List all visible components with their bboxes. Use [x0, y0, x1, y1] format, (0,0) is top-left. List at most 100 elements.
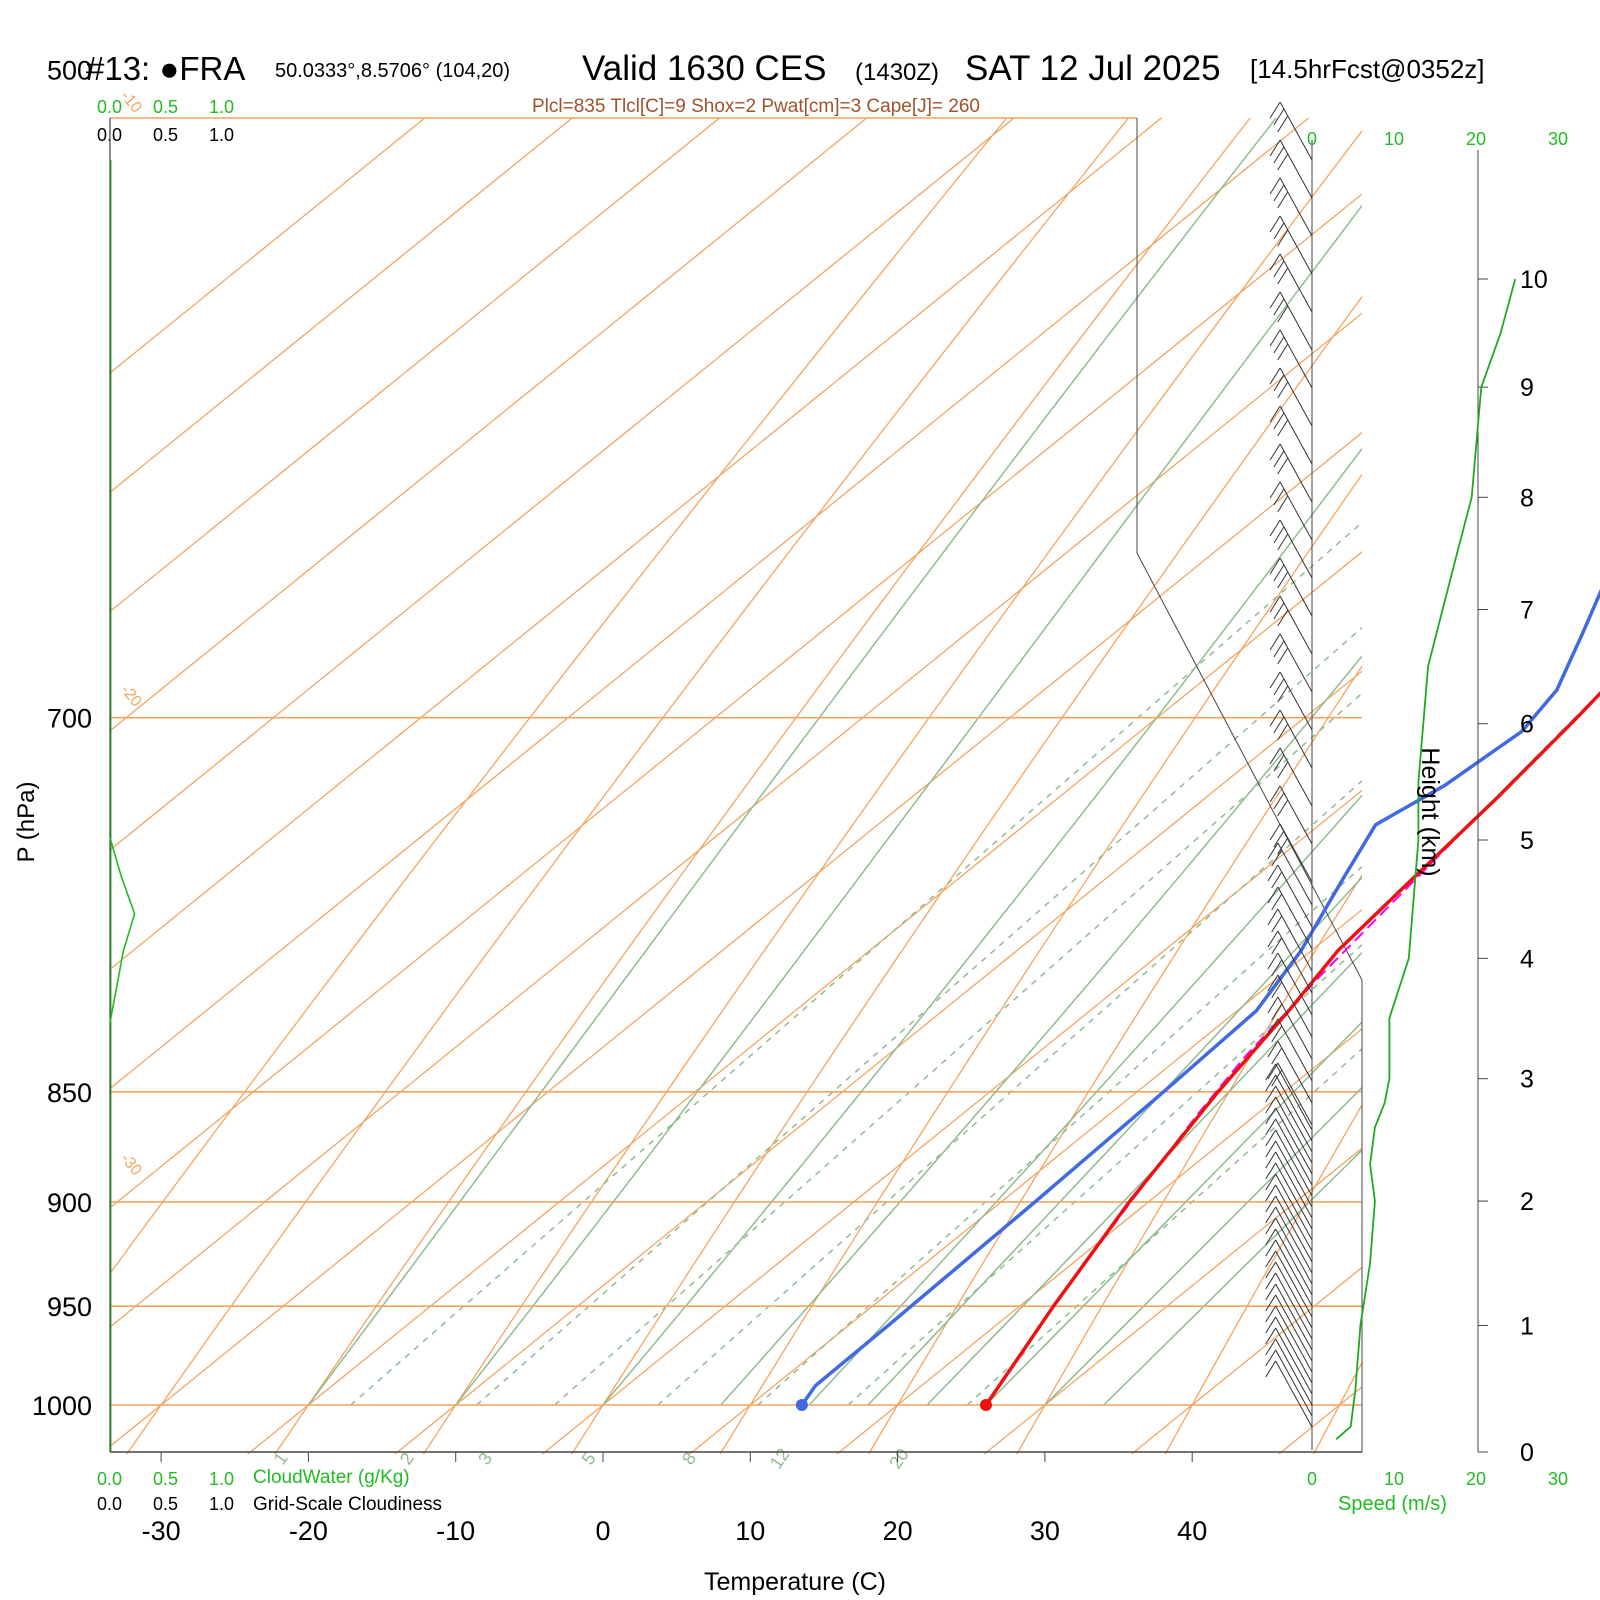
- cloud-bot-black-2: 1.0: [209, 1494, 234, 1514]
- zulu-label: (1430Z): [855, 59, 939, 86]
- barb-flag: [1265, 1085, 1277, 1103]
- barb-flag: [1269, 253, 1281, 271]
- cloudiness-label: Grid-Scale Cloudiness: [253, 1494, 442, 1515]
- barb-flag: [1271, 849, 1283, 867]
- temperature-profile: [984, 691, 1600, 1406]
- barb-flag: [1273, 678, 1285, 696]
- barb-flag: [1265, 1096, 1277, 1114]
- barb-staff: [1277, 952, 1313, 1016]
- barb-flag: [1273, 640, 1285, 658]
- barb-flag: [1265, 1184, 1277, 1202]
- barb-flag: [1269, 443, 1281, 461]
- barb-flag: [1267, 1040, 1279, 1058]
- dry-adiabat-line: [571, 295, 1362, 1454]
- coords-label: 50.0333°,8.5706° (104,20): [275, 60, 510, 82]
- height-tick-label: 7: [1520, 596, 1534, 624]
- isotherm-line: [110, 118, 868, 732]
- barb-staff: [1275, 1162, 1313, 1230]
- y-tick-label: 700: [47, 704, 92, 734]
- barb-staff: [1275, 1096, 1313, 1164]
- barb-flag: [1277, 343, 1289, 361]
- barb-flag: [1277, 609, 1289, 627]
- barb-flag: [1267, 930, 1279, 948]
- barb-staff: [1279, 557, 1313, 617]
- barb-flag: [1277, 305, 1289, 323]
- barb-flag: [1277, 799, 1289, 817]
- barb-staff: [1279, 747, 1313, 807]
- barb-staff: [1275, 1129, 1313, 1197]
- barb-flag: [1277, 419, 1289, 437]
- speed-tick-top: 20: [1466, 129, 1486, 149]
- height-tick-label: 4: [1520, 945, 1534, 973]
- dry-adiabat-line: [1016, 873, 1362, 1454]
- barb-staff: [1279, 329, 1313, 389]
- moist-adiabat-line: [926, 951, 1362, 1406]
- barb-staff: [1275, 1250, 1313, 1318]
- barb-flag: [1265, 1151, 1277, 1169]
- mixing-ratio-line: [657, 779, 1362, 1406]
- mixing-ratio-label: 12: [766, 1445, 794, 1473]
- cloud-top-black-2: 1.0: [209, 125, 234, 145]
- barb-staff: [1277, 974, 1313, 1038]
- barb-staff: [1275, 1349, 1313, 1417]
- y-tick-label: 1000: [32, 1391, 92, 1421]
- barb-flag: [1265, 1239, 1277, 1257]
- isotherm-line: [110, 118, 1163, 971]
- barb-flag: [1265, 1118, 1277, 1136]
- barb-flag: [1267, 908, 1279, 926]
- barb-staff: [1275, 1305, 1313, 1373]
- barb-staff: [1275, 1239, 1313, 1307]
- barb-flag: [1273, 830, 1285, 848]
- barb-flag: [1265, 1250, 1277, 1268]
- barb-flag: [1271, 959, 1283, 977]
- barb-flag: [1277, 191, 1289, 209]
- dewpoint-profile: [800, 588, 1600, 1407]
- barb-flag: [1265, 1195, 1277, 1213]
- barb-flag: [1269, 671, 1281, 689]
- height-tick-label: 2: [1520, 1188, 1534, 1216]
- mixing-ratio-line: [847, 943, 1362, 1406]
- barb-flag: [1271, 1025, 1283, 1043]
- isotherm-line: [110, 193, 1362, 1209]
- barb-flag: [1269, 709, 1281, 727]
- dewpoint-surface-marker: [795, 1399, 808, 1411]
- barb-staff: [1279, 481, 1313, 541]
- moist-adiabat-line: [808, 794, 1362, 1406]
- barb-flag: [1265, 1360, 1277, 1378]
- barb-flag: [1269, 101, 1281, 119]
- barb-flag: [1277, 267, 1289, 285]
- barb-flag: [1267, 974, 1279, 992]
- barb-flag: [1273, 754, 1285, 772]
- moist-adiabat-line: [307, 118, 1277, 1406]
- barb-staff: [1279, 595, 1313, 655]
- barb-flag: [1267, 1018, 1279, 1036]
- barb-flag: [1265, 1294, 1277, 1312]
- barb-staff: [1275, 1228, 1313, 1296]
- barb-flag: [1277, 533, 1289, 551]
- barb-staff: [1277, 908, 1313, 972]
- cloud-top-green-0: 0.0: [97, 97, 122, 117]
- barb-staff: [1279, 139, 1313, 199]
- cloud-bot-green-0: 0.0: [97, 1469, 122, 1489]
- barb-flag: [1265, 1327, 1277, 1345]
- barb-flag: [1271, 893, 1283, 911]
- barb-flag: [1271, 981, 1283, 999]
- speed-tick-bottom: 20: [1466, 1469, 1486, 1489]
- barb-flag: [1265, 1206, 1277, 1224]
- dry-adiabat-line: [125, 118, 1130, 1454]
- date-label: SAT 12 Jul 2025: [965, 49, 1221, 88]
- height-tick-label: 1: [1520, 1313, 1534, 1341]
- x-tick-label: -10: [436, 1516, 475, 1546]
- barb-flag: [1269, 139, 1281, 157]
- barb-flag: [1273, 336, 1285, 354]
- height-tick-label: 5: [1520, 827, 1534, 855]
- barb-flag: [1271, 1047, 1283, 1065]
- barb-flag: [1269, 823, 1281, 841]
- y-tick-label: 900: [47, 1188, 92, 1218]
- barb-staff: [1279, 215, 1313, 275]
- x-axis-title: Temperature (C): [704, 1568, 886, 1596]
- isotherm-line: [1277, 1385, 1362, 1454]
- barb-flag: [1269, 177, 1281, 195]
- barb-flag: [1265, 1063, 1277, 1081]
- barb-flag: [1269, 519, 1281, 537]
